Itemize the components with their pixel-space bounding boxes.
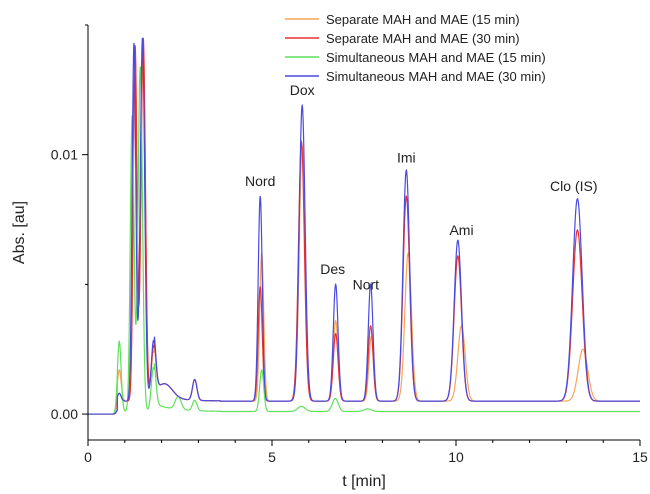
y-tick-label: 0.01 <box>51 147 78 163</box>
x-tick-label: 10 <box>448 449 464 465</box>
peak-label: Nort <box>353 277 380 293</box>
series-line-1 <box>88 42 640 415</box>
peak-label: Ami <box>449 222 473 238</box>
peak-label: Clo (IS) <box>550 178 597 194</box>
x-tick-label: 0 <box>84 449 92 465</box>
peak-label: Des <box>320 261 345 277</box>
x-tick-label: 15 <box>632 449 648 465</box>
y-tick-label: 0.00 <box>51 406 78 422</box>
y-axis-title: Abs. [au] <box>11 201 28 264</box>
legend: Separate MAH and MAE (15 min) Separate MA… <box>285 12 546 84</box>
series-line-2 <box>88 37 640 415</box>
axes: 0 5 10 15 0.00 0.01 <box>51 24 648 465</box>
x-axis-title: t [min] <box>342 473 386 490</box>
legend-label: Simultaneous MAH and MAE (30 min) <box>326 69 546 84</box>
legend-label: Simultaneous MAH and MAE (15 min) <box>326 50 546 65</box>
peak-label: Nord <box>245 173 275 189</box>
legend-label: Separate MAH and MAE (30 min) <box>326 31 520 46</box>
peak-label: Imi <box>397 149 416 165</box>
series-line-3 <box>88 66 640 415</box>
legend-label: Separate MAH and MAE (15 min) <box>326 12 520 27</box>
peak-label: Dox <box>290 82 315 98</box>
series-line-4 <box>88 37 640 415</box>
x-tick-label: 5 <box>268 449 276 465</box>
peak-labels: Nord Dox Des Nort Imi Ami Clo (IS) <box>245 82 597 293</box>
plot-area <box>88 37 640 415</box>
